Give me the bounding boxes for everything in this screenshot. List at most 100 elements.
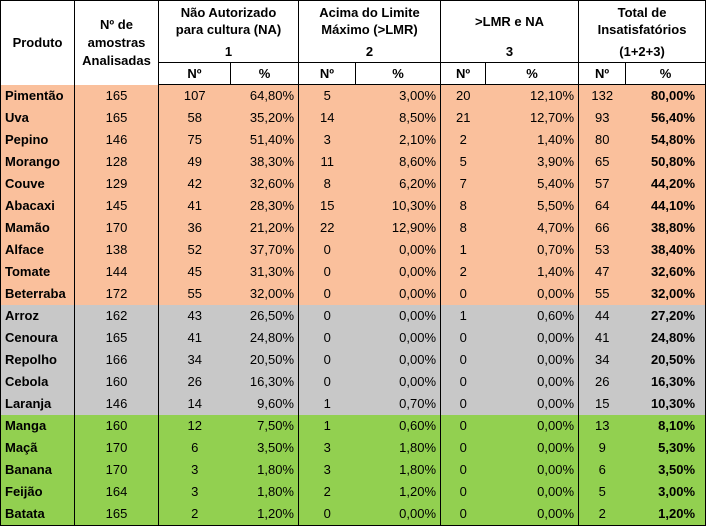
cell-lmr-n: 3 xyxy=(298,129,356,151)
cell-total-n: 44 xyxy=(578,305,626,327)
cell-produto: Maçã xyxy=(0,437,75,459)
cell-lmr-pct: 0,00% xyxy=(355,283,442,305)
cell-total-pct: 8,10% xyxy=(625,415,706,437)
cell-lmr-pct: 2,10% xyxy=(355,129,442,151)
cell-na-n: 26 xyxy=(158,371,231,393)
cell-both-pct: 0,00% xyxy=(485,327,580,349)
cell-both-n: 5 xyxy=(440,151,486,173)
cell-na-pct: 20,50% xyxy=(230,349,299,371)
cell-both-n: 0 xyxy=(440,283,486,305)
cell-total-n: 55 xyxy=(578,283,626,305)
cell-amostras: 164 xyxy=(74,481,159,503)
table-body: Pimentão 165 107 64,80% 5 3,00% 20 12,10% 132 80,… xyxy=(0,84,706,526)
cell-amostras: 165 xyxy=(74,503,159,526)
header-amostras: Nº de amostras Analisadas xyxy=(74,0,159,85)
header-group-both: >LMR e NA xyxy=(440,0,580,41)
cell-both-n: 2 xyxy=(440,261,486,283)
cell-total-pct: 44,10% xyxy=(625,195,706,217)
cell-total-pct: 3,00% xyxy=(625,481,706,503)
header-lmr-n: Nº xyxy=(298,62,356,85)
cell-amostras: 170 xyxy=(74,459,159,481)
header-group-total-line1: Total de xyxy=(617,5,667,20)
cell-na-pct: 7,50% xyxy=(230,415,299,437)
cell-lmr-pct: 1,80% xyxy=(355,437,442,459)
cell-lmr-n: 14 xyxy=(298,107,356,129)
cell-amostras: 162 xyxy=(74,305,159,327)
cell-total-n: 34 xyxy=(578,349,626,371)
header-num-total: (1+2+3) xyxy=(578,41,707,63)
cell-lmr-pct: 0,00% xyxy=(355,503,442,526)
cell-produto: Mamão xyxy=(0,217,75,239)
table-row: Pepino 146 75 51,40% 3 2,10% 2 1,40% 80 54,80% xyxy=(0,129,706,151)
cell-total-n: 26 xyxy=(578,371,626,393)
cell-total-pct: 38,80% xyxy=(625,217,706,239)
cell-amostras: 165 xyxy=(74,84,159,107)
cell-total-pct: 27,20% xyxy=(625,305,706,327)
cell-na-pct: 16,30% xyxy=(230,371,299,393)
header-group-na-line2: para cultura (NA) xyxy=(175,22,282,37)
cell-na-pct: 64,80% xyxy=(230,84,299,107)
cell-na-n: 6 xyxy=(158,437,231,459)
cell-na-n: 42 xyxy=(158,173,231,195)
cell-both-pct: 0,70% xyxy=(485,239,580,261)
table-row: Batata 165 2 1,20% 0 0,00% 0 0,00% 2 1,20% xyxy=(0,503,706,526)
cell-total-pct: 24,80% xyxy=(625,327,706,349)
cell-na-n: 58 xyxy=(158,107,231,129)
cell-both-pct: 0,00% xyxy=(485,437,580,459)
cell-both-pct: 1,40% xyxy=(485,129,580,151)
cell-total-n: 80 xyxy=(578,129,626,151)
cell-total-n: 93 xyxy=(578,107,626,129)
header-group-lmr: Acima do Limite Máximo (>LMR) xyxy=(297,0,442,41)
cell-na-pct: 3,50% xyxy=(230,437,299,459)
cell-total-n: 64 xyxy=(578,195,626,217)
cell-total-pct: 32,00% xyxy=(625,283,706,305)
cell-na-pct: 24,80% xyxy=(230,327,299,349)
cell-lmr-n: 0 xyxy=(298,371,356,393)
table-row: Abacaxi 145 41 28,30% 15 10,30% 8 5,50% 64 44,10% xyxy=(0,195,706,217)
cell-both-pct: 3,90% xyxy=(485,151,580,173)
cell-total-n: 132 xyxy=(578,84,626,107)
cell-produto: Tomate xyxy=(0,261,75,283)
cell-both-pct: 0,00% xyxy=(485,459,580,481)
cell-both-pct: 5,50% xyxy=(485,195,580,217)
cell-lmr-n: 8 xyxy=(298,173,356,195)
cell-lmr-pct: 8,50% xyxy=(355,107,442,129)
cell-total-n: 66 xyxy=(578,217,626,239)
header-group-total-line2: Insatisfatórios xyxy=(597,22,687,37)
cell-lmr-pct: 1,20% xyxy=(355,481,442,503)
cell-na-n: 107 xyxy=(158,84,231,107)
cell-produto: Beterraba xyxy=(0,283,75,305)
cell-na-pct: 1,80% xyxy=(230,481,299,503)
table-row: Tomate 144 45 31,30% 0 0,00% 2 1,40% 47 32,60% xyxy=(0,261,706,283)
cell-lmr-n: 0 xyxy=(298,503,356,526)
cell-both-pct: 4,70% xyxy=(485,217,580,239)
cell-produto: Manga xyxy=(0,415,75,437)
header-group-na: Não Autorizado para cultura (NA) xyxy=(158,0,299,41)
cell-na-n: 52 xyxy=(158,239,231,261)
cell-na-n: 14 xyxy=(158,393,231,415)
cell-both-n: 8 xyxy=(440,195,486,217)
cell-produto: Cenoura xyxy=(0,327,75,349)
cell-both-pct: 12,70% xyxy=(485,107,580,129)
table-row: Pimentão 165 107 64,80% 5 3,00% 20 12,10% 132 80,… xyxy=(0,84,706,107)
cell-produto: Pepino xyxy=(0,129,75,151)
cell-lmr-pct: 0,00% xyxy=(355,327,442,349)
cell-total-pct: 44,20% xyxy=(625,173,706,195)
cell-both-n: 20 xyxy=(440,84,486,107)
table-row: Banana 170 3 1,80% 3 1,80% 0 0,00% 6 3,50% xyxy=(0,459,706,481)
header-na-pct: % xyxy=(230,62,299,85)
cell-amostras: 144 xyxy=(74,261,159,283)
cell-na-n: 2 xyxy=(158,503,231,526)
table-row: Manga 160 12 7,50% 1 0,60% 0 0,00% 13 8,10% xyxy=(0,415,706,437)
cell-both-n: 0 xyxy=(440,371,486,393)
header-num-1: 1 xyxy=(158,41,299,63)
cell-na-n: 12 xyxy=(158,415,231,437)
cell-na-pct: 26,50% xyxy=(230,305,299,327)
header-lmr-pct: % xyxy=(354,62,442,85)
cell-na-n: 75 xyxy=(158,129,231,151)
cell-na-pct: 35,20% xyxy=(230,107,299,129)
cell-produto: Cebola xyxy=(0,371,75,393)
table-row: Maçã 170 6 3,50% 3 1,80% 0 0,00% 9 5,30% xyxy=(0,437,706,459)
table-row: Uva 165 58 35,20% 14 8,50% 21 12,70% 93 56,40% xyxy=(0,107,706,129)
cell-amostras: 165 xyxy=(74,107,159,129)
